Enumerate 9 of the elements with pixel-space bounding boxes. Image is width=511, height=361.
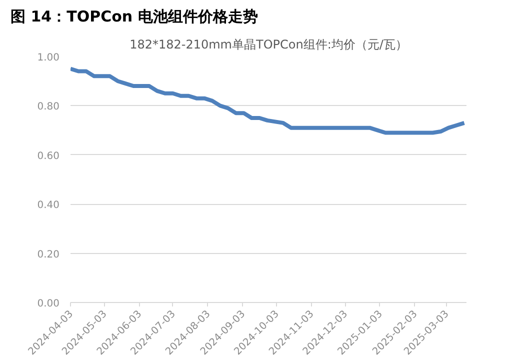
y-tick-label: 1.00: [37, 52, 60, 64]
y-tick-label: 0.20: [37, 249, 60, 260]
y-tick-label: 0.60: [37, 150, 60, 162]
y-tick-label: 0.80: [37, 102, 60, 113]
line-series: [70, 66, 466, 135]
y-tick-label: 0.40: [37, 200, 60, 212]
y-tick-label: 0.00: [37, 298, 60, 310]
chart-subtitle: 182*182-210mm单晶TOPCon组件:均价（元/瓦）: [130, 38, 408, 52]
chart-title: 图 14：TOPCon 电池组件价格走势: [10, 8, 258, 26]
